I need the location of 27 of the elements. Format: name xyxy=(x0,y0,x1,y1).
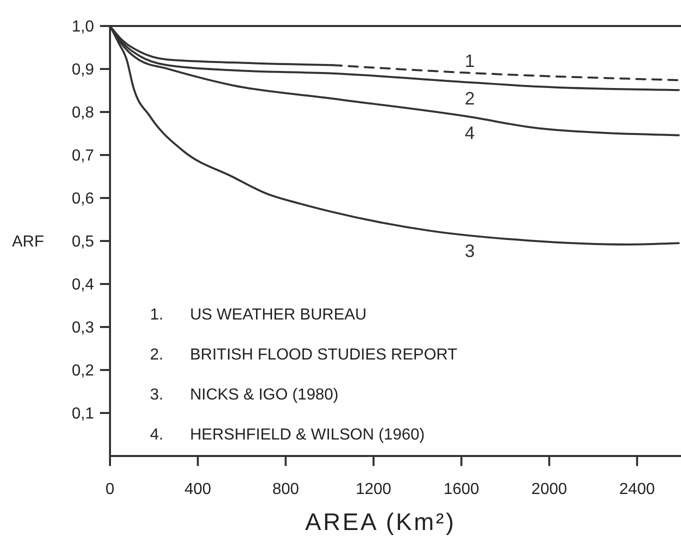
series-label: 1 xyxy=(464,51,475,72)
y-tick-label: 0,7 xyxy=(72,148,94,165)
x-tick-label: 800 xyxy=(272,481,300,498)
x-tick-label: 0 xyxy=(106,481,115,498)
y-tick-label: 0,2 xyxy=(72,362,94,380)
text: 4. HERSHFIELD & WILSON (1960) xyxy=(150,426,425,444)
x-tick-label: 1600 xyxy=(444,481,480,498)
y-tick-label: 0,9 xyxy=(72,62,94,79)
text: 2. BRITISH FLOOD STUDIES REPORT xyxy=(150,346,458,364)
y-tick-label: 0,1 xyxy=(72,406,94,423)
y-tick-label: 1,0 xyxy=(72,18,94,36)
x-tick-label: 1200 xyxy=(356,481,392,498)
series-label: 4 xyxy=(464,123,475,144)
y-axis-title: ARF xyxy=(12,234,44,251)
y-tick-label: 0,6 xyxy=(72,190,94,208)
y-tick-label: 0,8 xyxy=(72,104,94,122)
text: 3. NICKS & IGO (1980) xyxy=(150,386,338,404)
y-tick-label: 0,5 xyxy=(72,234,94,251)
x-tick-label: 400 xyxy=(184,481,212,498)
x-axis-title: AREA (Km²) xyxy=(305,509,456,536)
x-tick-label: 2400 xyxy=(619,481,655,498)
text: 1. US WEATHER BUREAU xyxy=(150,306,367,324)
y-tick-label: 0,4 xyxy=(72,276,94,294)
series-label: 3 xyxy=(464,240,475,261)
series-label: 2 xyxy=(464,88,475,109)
y-tick-label: 0,3 xyxy=(72,320,94,337)
x-tick-label: 2000 xyxy=(531,481,568,498)
